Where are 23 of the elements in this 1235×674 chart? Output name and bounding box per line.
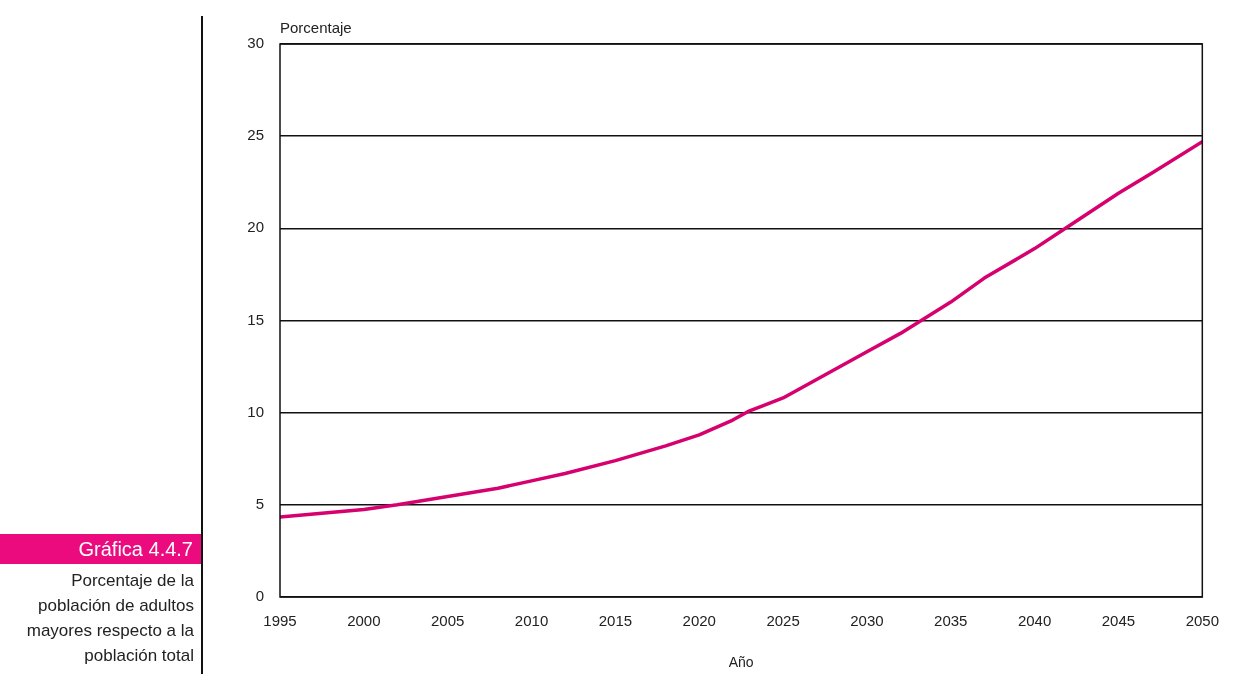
y-tick-label: 5 [255,494,264,512]
x-axis-title: Año [728,653,754,670]
y-tick-label: 0 [255,587,264,605]
x-tick-label: 2000 [347,612,381,630]
x-tick-label: 1995 [263,612,297,630]
x-tick-label: 2010 [514,612,549,630]
x-tick-label: 2025 [766,612,800,630]
x-tick-label: 2030 [850,612,884,630]
x-tick-label: 2050 [1185,612,1219,630]
x-tick-label: 2005 [431,612,465,630]
y-tick-label: 15 [247,310,264,328]
y-tick-label: 25 [247,126,264,144]
x-tick-label: 2020 [682,612,716,630]
y-tick-label: 10 [247,402,264,420]
x-tick-label: 2040 [1017,612,1052,630]
x-tick-label: 2045 [1101,612,1136,630]
text: Porcentaje de la población de adultos mayores respecto a la población total [25,570,194,667]
y-tick-label: 30 [247,34,264,52]
x-tick-label: 2035 [934,612,968,630]
text: Gráfica 4.4.7 [0,534,201,564]
y-axis-title: Porcentaje [280,18,352,36]
x-tick-label: 2015 [598,612,633,630]
y-tick-label: 20 [247,218,264,236]
